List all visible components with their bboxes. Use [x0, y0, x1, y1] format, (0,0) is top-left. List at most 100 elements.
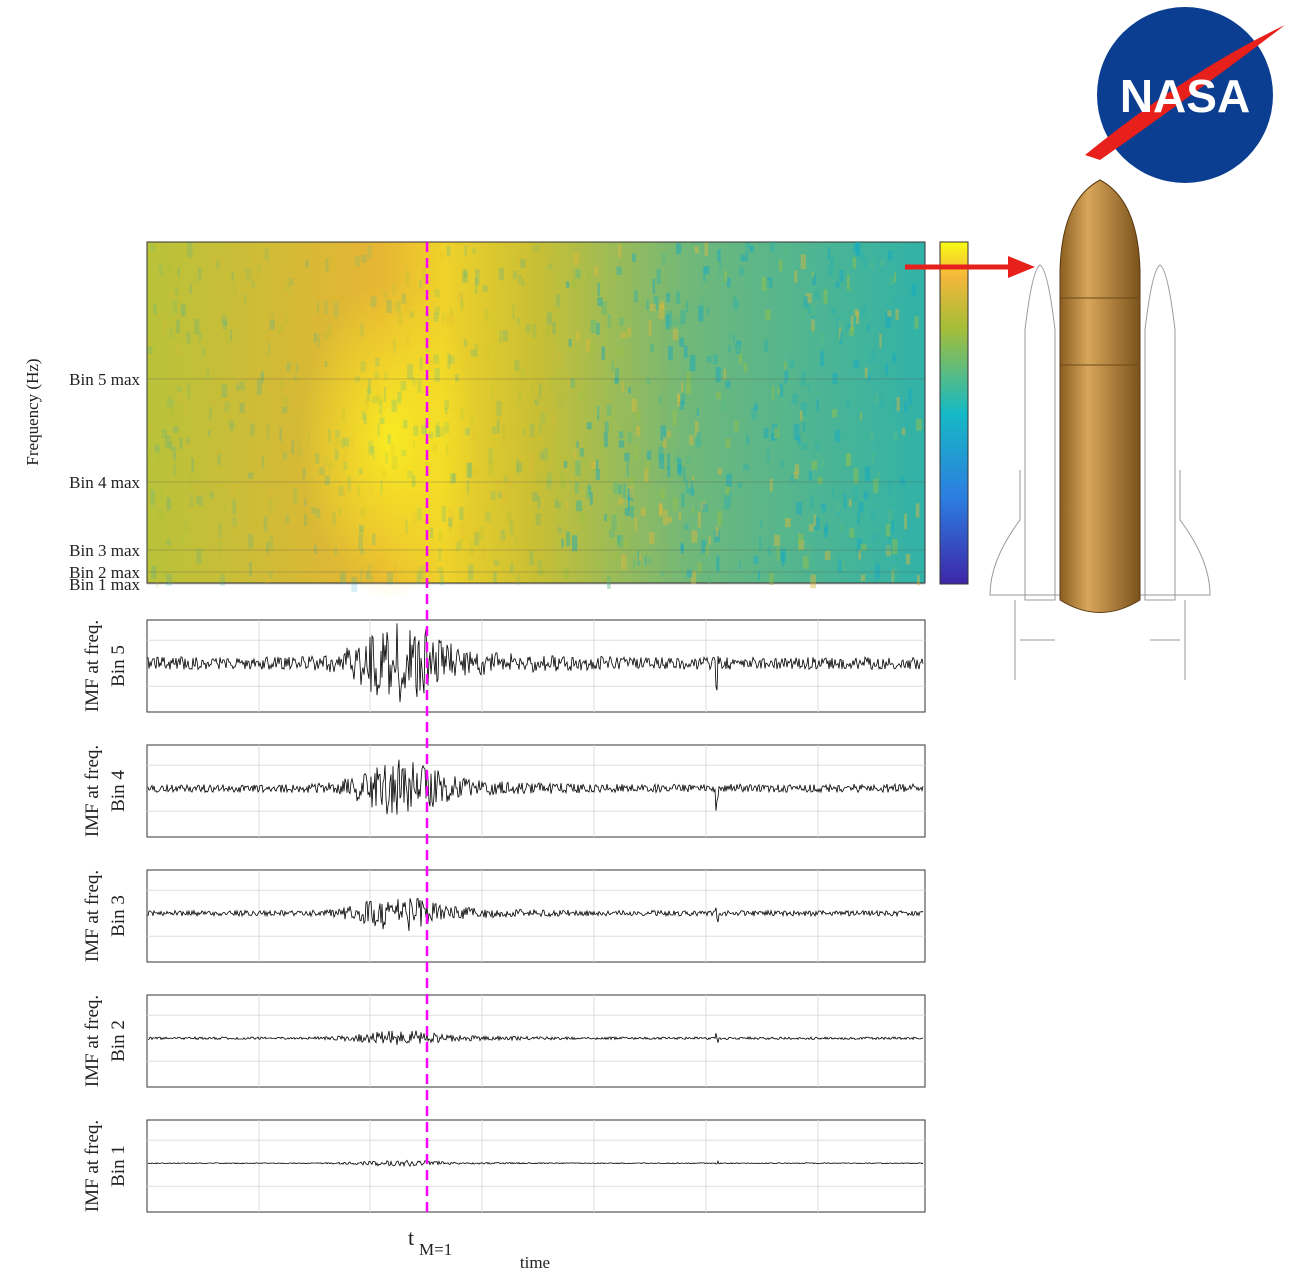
texture: [221, 397, 227, 409]
texture: [571, 277, 577, 288]
texture: [597, 405, 600, 421]
texture: [629, 485, 634, 498]
texture: [175, 344, 181, 356]
texture: [271, 311, 274, 322]
texture: [914, 316, 919, 329]
texture: [587, 269, 591, 280]
texture: [839, 332, 843, 344]
texture: [369, 485, 374, 494]
texture: [832, 486, 835, 498]
texture: [177, 267, 181, 277]
texture: [648, 320, 652, 336]
texture: [376, 394, 383, 405]
texture: [858, 502, 864, 513]
texture: [839, 523, 843, 532]
texture: [226, 417, 231, 425]
texture: [264, 575, 270, 585]
texture: [149, 424, 154, 432]
texture: [516, 462, 523, 472]
texture: [387, 434, 392, 444]
texture: [811, 460, 818, 470]
texture: [701, 540, 707, 553]
texture: [245, 268, 252, 282]
texture: [656, 269, 661, 285]
texture: [266, 541, 269, 554]
texture: [712, 354, 718, 365]
texture: [824, 551, 831, 561]
texture: [366, 386, 371, 402]
texture: [537, 242, 543, 250]
texture: [652, 278, 656, 294]
texture: [616, 534, 620, 546]
texture: [777, 387, 781, 395]
texture: [377, 423, 380, 437]
texture: [222, 505, 227, 514]
panel-label: IMF at freq.: [82, 1120, 103, 1212]
texture: [702, 503, 708, 512]
texture: [335, 430, 340, 438]
texture: [725, 485, 730, 498]
texture: [406, 334, 411, 348]
texture: [343, 437, 350, 447]
texture: [358, 525, 364, 533]
texture: [823, 527, 828, 538]
texture: [327, 428, 332, 443]
texture: [814, 289, 820, 300]
texture: [516, 254, 521, 265]
texture: [371, 396, 378, 404]
texture: [534, 399, 540, 406]
texture: [516, 458, 520, 475]
texture: [147, 445, 152, 461]
texture: [189, 284, 192, 295]
texture: [759, 519, 762, 528]
texture: [850, 315, 854, 331]
texture: [363, 413, 367, 425]
texture: [631, 398, 637, 413]
texture: [490, 491, 496, 500]
texture: [278, 268, 282, 281]
texture: [384, 372, 388, 379]
texture: [667, 309, 670, 316]
texture: [412, 377, 416, 386]
texture: [886, 536, 892, 552]
texture: [551, 377, 555, 390]
texture: [666, 292, 671, 303]
texture: [147, 346, 153, 354]
texture: [824, 523, 829, 534]
texture: [810, 303, 816, 317]
texture: [502, 330, 508, 342]
texture: [254, 255, 260, 263]
texture: [350, 437, 355, 450]
texture: [153, 303, 157, 315]
texture: [771, 424, 778, 440]
texture: [727, 277, 731, 288]
texture: [525, 496, 531, 508]
texture: [627, 495, 630, 510]
texture: [538, 383, 542, 399]
texture: [487, 349, 490, 357]
texture: [894, 272, 897, 283]
texture: [646, 450, 652, 460]
texture: [209, 491, 214, 500]
texture: [573, 252, 579, 265]
texture: [371, 274, 376, 288]
texture: [264, 248, 269, 260]
texture: [215, 261, 220, 269]
texture: [703, 267, 706, 283]
texture: [425, 461, 429, 470]
texture: [746, 556, 751, 567]
texture: [150, 244, 154, 251]
texture: [880, 259, 886, 266]
texture: [732, 297, 737, 310]
texture: [763, 427, 769, 439]
texture: [193, 273, 197, 286]
texture: [868, 373, 871, 381]
texture: [679, 393, 686, 405]
texture: [293, 374, 297, 381]
texture: [799, 410, 803, 421]
texture: [716, 555, 720, 572]
texture: [644, 556, 647, 566]
texture: [419, 357, 423, 370]
texture: [575, 460, 581, 476]
texture: [360, 568, 363, 582]
